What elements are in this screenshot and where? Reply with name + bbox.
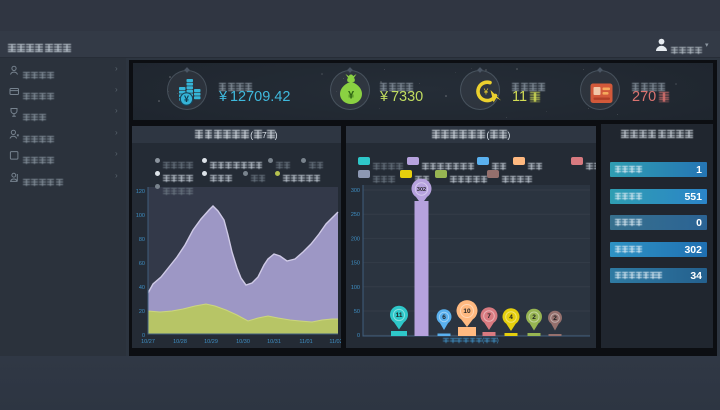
svg-text:0: 0 <box>357 333 360 339</box>
svg-text:11/01: 11/01 <box>299 339 312 345</box>
svg-text:60: 60 <box>139 261 145 267</box>
svg-text:6: 6 <box>442 314 446 321</box>
svg-text:302: 302 <box>417 187 426 193</box>
svg-text:250: 250 <box>351 212 360 218</box>
svg-text:40: 40 <box>139 285 145 291</box>
svg-text:20: 20 <box>139 309 145 315</box>
svg-text:¥: ¥ <box>184 94 189 104</box>
svg-text:10/31: 10/31 <box>267 339 281 345</box>
svg-text:2: 2 <box>532 314 536 321</box>
svg-text:200: 200 <box>351 236 360 242</box>
svg-text:10/27: 10/27 <box>141 339 155 345</box>
svg-text:10/30: 10/30 <box>236 339 250 345</box>
svg-text:100: 100 <box>136 213 145 219</box>
svg-text:11: 11 <box>396 312 403 319</box>
svg-text:0: 0 <box>142 333 145 339</box>
svg-text:2: 2 <box>553 315 557 322</box>
svg-text:10/28: 10/28 <box>173 339 187 345</box>
svg-text:50: 50 <box>354 309 360 315</box>
svg-text:120: 120 <box>136 189 145 195</box>
svg-text:7: 7 <box>487 313 491 320</box>
svg-text:11/02: 11/02 <box>329 339 341 345</box>
svg-text:10/29: 10/29 <box>204 339 218 345</box>
svg-text:100: 100 <box>351 285 360 291</box>
svg-text:10: 10 <box>463 308 471 315</box>
svg-text:300: 300 <box>351 188 360 194</box>
svg-text:¥: ¥ <box>348 90 355 102</box>
svg-text:150: 150 <box>351 261 360 267</box>
svg-text:¥: ¥ <box>483 88 489 97</box>
svg-text:80: 80 <box>139 237 145 243</box>
svg-text:4: 4 <box>509 314 513 321</box>
